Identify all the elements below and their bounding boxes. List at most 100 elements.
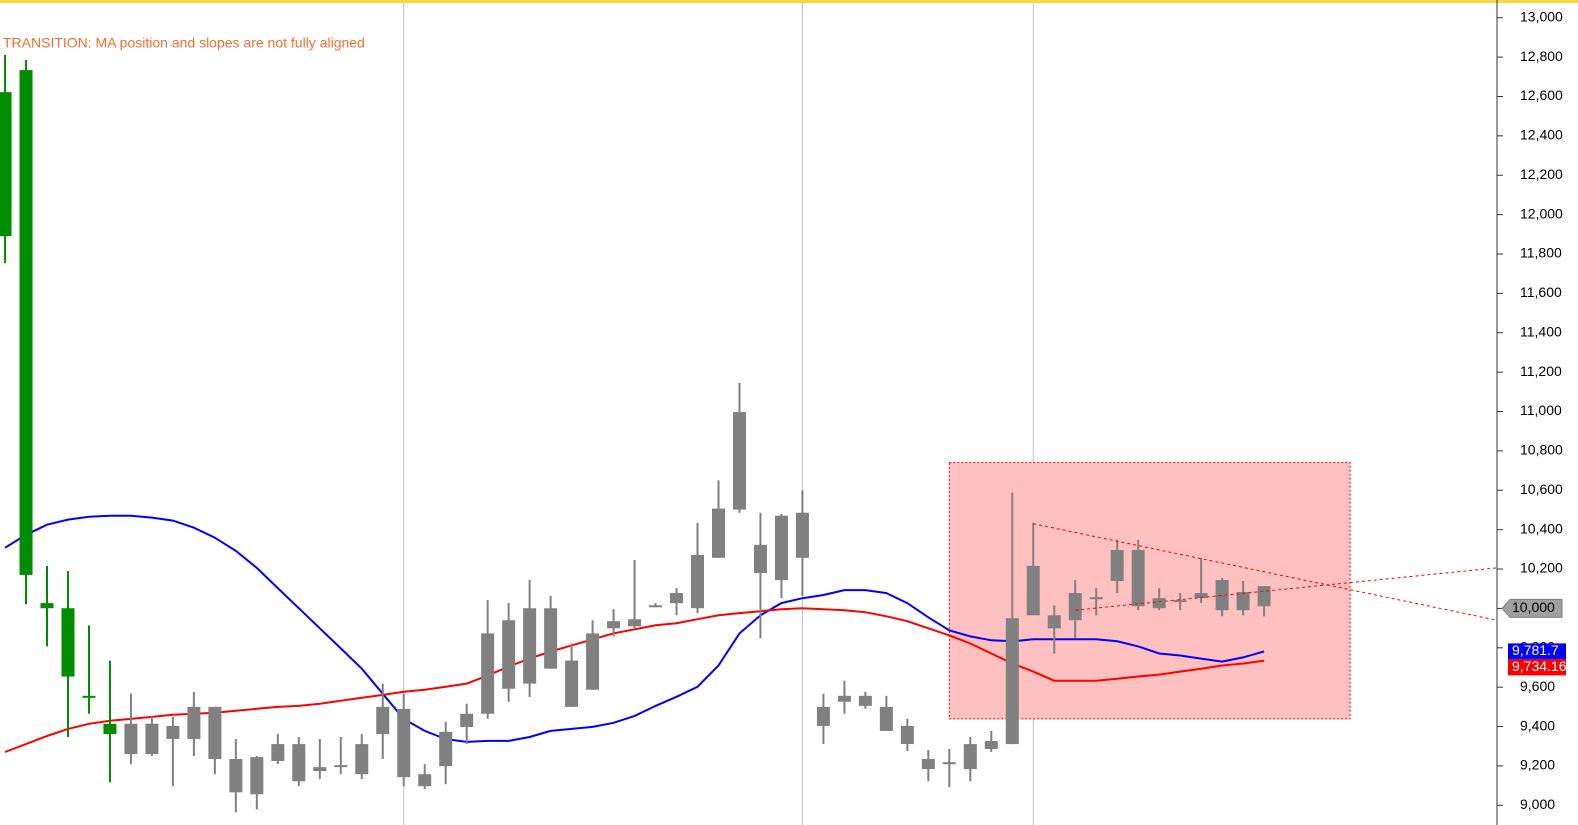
candle [166, 716, 180, 787]
candle [1026, 522, 1040, 616]
candle [565, 643, 579, 707]
candle [292, 736, 306, 787]
candle [1131, 539, 1145, 611]
candle-body [1236, 592, 1250, 611]
candle [1194, 557, 1208, 604]
candle [837, 680, 851, 714]
candle [858, 691, 872, 709]
candle-body [816, 706, 830, 726]
candle [313, 738, 327, 780]
candle-body [691, 554, 705, 609]
candle [649, 603, 663, 608]
candle [40, 565, 54, 647]
candle [816, 693, 830, 745]
candle-body [586, 633, 600, 690]
candle [1110, 539, 1124, 594]
candle [544, 596, 558, 669]
candle [1152, 588, 1166, 611]
candle [397, 693, 411, 787]
end-value-label: 9,781.7 [1512, 642, 1559, 658]
candle-body [1089, 597, 1103, 600]
candle-body [481, 633, 495, 714]
candle [1089, 588, 1103, 616]
y-tick-label: 11,000 [1520, 402, 1562, 418]
candle [439, 721, 453, 785]
y-tick-label: 9,400 [1520, 717, 1555, 733]
candle [586, 620, 600, 690]
candle-body [250, 757, 264, 795]
candle [334, 736, 348, 775]
candle-body [502, 620, 516, 689]
candle [418, 764, 432, 790]
candle-body [1110, 549, 1124, 582]
candle-body [271, 744, 285, 762]
candle-body [19, 70, 33, 575]
candle [61, 571, 75, 737]
candle [732, 382, 746, 513]
y-tick-label: 13,000 [1520, 8, 1563, 24]
end-value-box [1508, 659, 1566, 676]
candle-body [82, 695, 96, 698]
candle-body [40, 603, 54, 609]
candle-body [879, 706, 893, 731]
candle-body [942, 762, 956, 765]
candle [774, 513, 788, 599]
candle-body [124, 723, 138, 755]
y-tick-label: 12,200 [1520, 166, 1563, 182]
candle [921, 749, 935, 782]
candle-body [963, 744, 977, 770]
y-tick-label: 10,600 [1520, 481, 1563, 497]
candle-body [418, 774, 432, 787]
candle-body [61, 608, 75, 677]
candle-body [1257, 586, 1271, 607]
candle [1047, 605, 1061, 654]
candle [1005, 492, 1019, 745]
y-tick-label: 9,600 [1520, 678, 1555, 694]
candle [691, 522, 705, 614]
annotation: TRANSITION: MA position and slopes are n… [3, 35, 365, 51]
y-tick-label: 11,600 [1520, 284, 1562, 300]
candle-body [1068, 593, 1082, 621]
y-tick-label: 11,400 [1520, 323, 1562, 339]
candle [1215, 578, 1229, 617]
candle-body [1005, 618, 1019, 745]
candle [1173, 593, 1187, 611]
candle-body [921, 759, 935, 770]
candle [481, 600, 495, 719]
candle [250, 756, 264, 810]
candle [208, 706, 222, 775]
candle-body [187, 706, 201, 739]
candle-body [439, 731, 453, 767]
candle-body [166, 725, 180, 739]
candle [145, 715, 159, 757]
candle-body [1173, 600, 1187, 603]
y-tick-label: 10,200 [1520, 560, 1563, 576]
candle-body [711, 508, 725, 558]
end-value-box [1508, 643, 1566, 660]
candle [82, 625, 96, 714]
candle [103, 660, 117, 783]
candle [355, 734, 369, 780]
candle [376, 683, 390, 760]
candle-body [103, 723, 117, 735]
candle-body [858, 695, 872, 706]
y-tick-label: 9,200 [1520, 757, 1555, 773]
price-marker [1501, 598, 1563, 618]
candle-body [208, 706, 222, 760]
y-tick-label: 10,800 [1520, 442, 1563, 458]
candle [711, 480, 725, 558]
candle-body [292, 744, 306, 782]
candle [271, 734, 285, 765]
candle [879, 695, 893, 731]
candle-body [753, 544, 767, 573]
candle [187, 691, 201, 757]
candle-body [732, 412, 746, 510]
y-tick-label: 9,000 [1520, 796, 1555, 812]
plot-area [0, 3, 1351, 825]
candle-body [1152, 598, 1166, 609]
candle-body [1047, 615, 1061, 629]
candle-body [523, 608, 537, 684]
candle-body [1026, 565, 1040, 616]
candle [502, 603, 516, 702]
